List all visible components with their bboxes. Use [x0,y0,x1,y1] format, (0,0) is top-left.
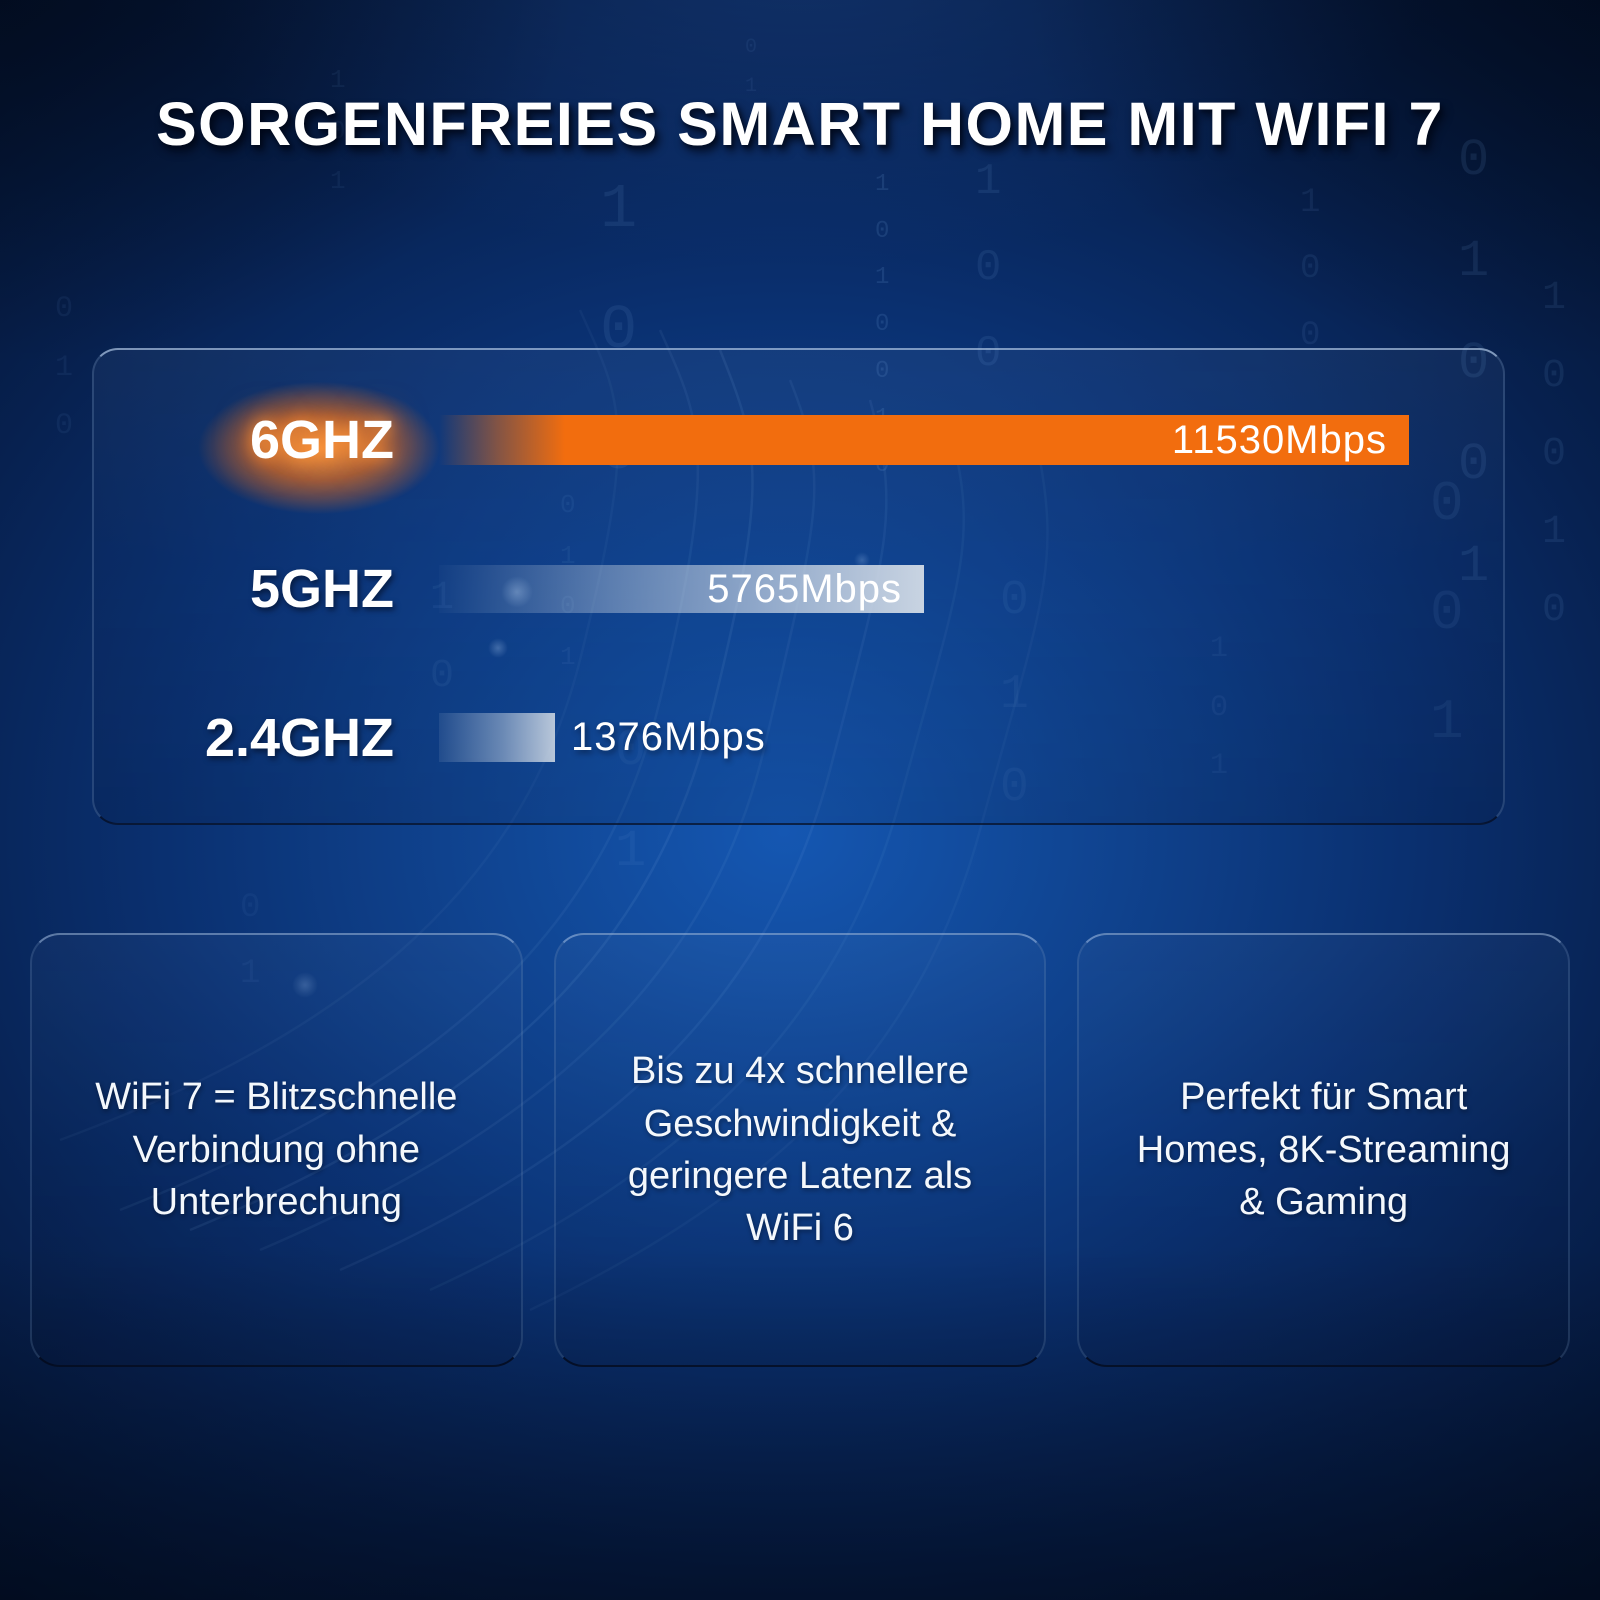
bar-value-6ghz: 11530Mbps [1171,417,1387,462]
bar-value-5ghz: 5765Mbps [707,566,902,611]
binary-digits-column: 0 1 0 [55,292,74,443]
info-card-text: Bis zu 4x schnellere Geschwindigkeit & g… [627,1050,973,1250]
info-card-text: WiFi 7 = Blitzschnelle Verbindung ohne U… [95,1076,458,1224]
bar-row-6ghz: 6GHZ 11530Mbps [94,363,1503,533]
binary-digits-column: 1 0 0 [1300,184,1321,355]
info-card-wifi7: WiFi 7 = Blitzschnelle Verbindung ohne U… [30,933,523,1367]
page-title: SORGENFREIES SMART HOME MIT WIFI 7 [156,89,1444,158]
info-card-usage: Perfekt für Smart Homes, 8K-Streaming & … [1077,933,1571,1367]
bar-2-4ghz [439,713,555,762]
info-cards: WiFi 7 = Blitzschnelle Verbindung ohne U… [30,933,1571,1367]
bar-label-6ghz: 6GHZ [249,410,394,470]
bar-row-5ghz: 5GHZ 5765Mbps [94,559,1503,619]
bar-label-2-4ghz: 2.4GHZ [204,707,394,768]
info-card-speed: Bis zu 4x schnellere Geschwindigkeit & g… [553,933,1047,1367]
bar-5ghz: 5765Mbps [439,565,924,613]
info-card-text: Perfekt für Smart Homes, 8K-Streaming & … [1136,1076,1511,1224]
bar-row-2-4ghz: 2.4GHZ 1376Mbps [94,707,1503,768]
speed-chart-panel: 6GHZ 11530Mbps 5GHZ 5765Mbps 2.4GHZ 1376… [92,348,1505,825]
bar-6ghz: 11530Mbps [439,415,1409,465]
bar-label-5ghz: 5GHZ [249,559,394,619]
binary-digits-column: 1 0 0 1 0 [1542,276,1567,633]
bar-value-2-4ghz: 1376Mbps [571,715,766,759]
